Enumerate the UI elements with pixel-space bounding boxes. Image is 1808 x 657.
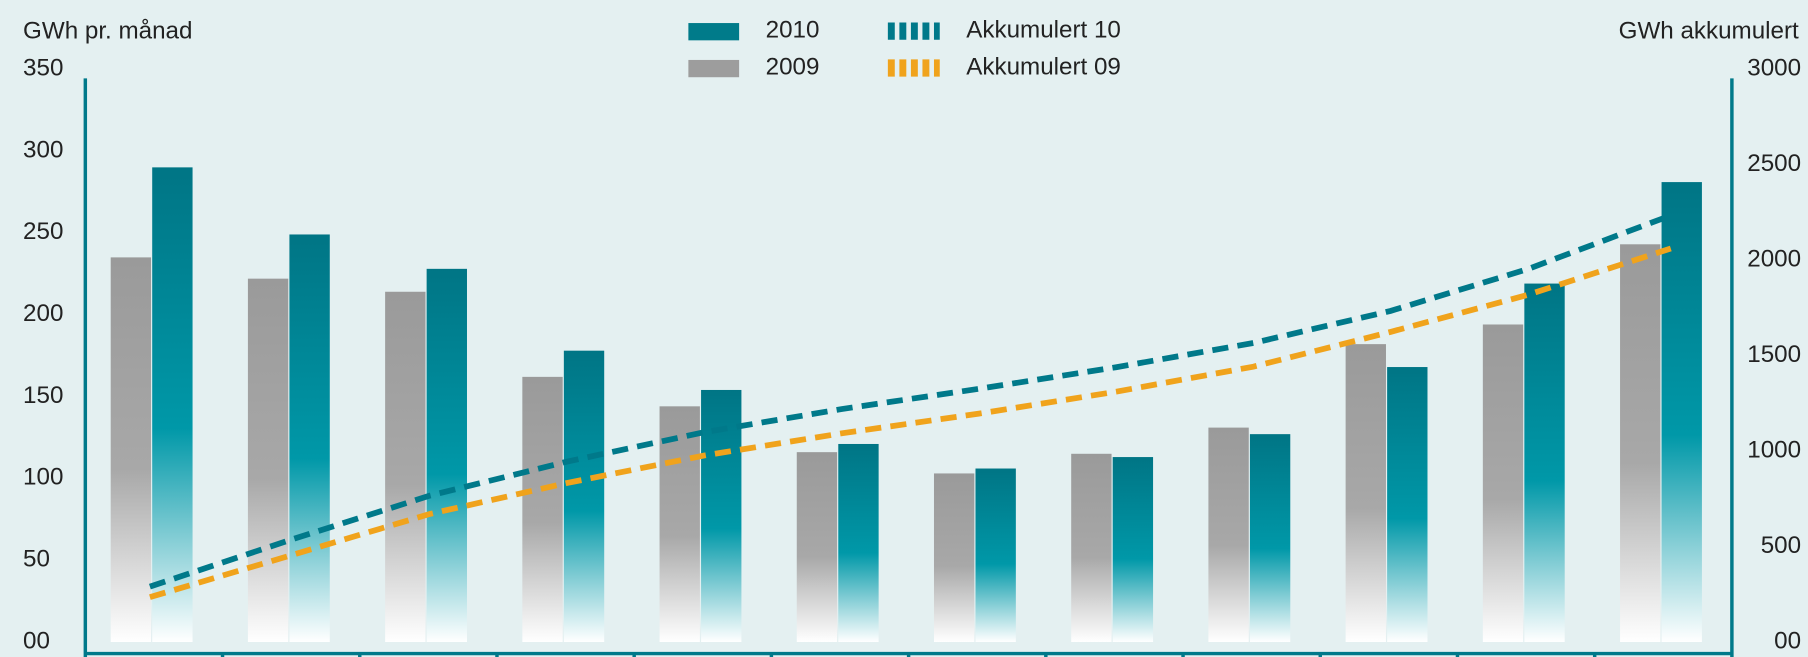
y-tick-label: 100 [23,464,63,491]
y2-tick-label: 2000 [1747,246,1801,273]
line [149,245,1672,600]
y-tick-label: 50 [23,546,50,573]
bar [1249,434,1291,643]
legend-swatch [688,59,740,78]
legend-label: 2009 [766,53,820,80]
bar [1620,244,1661,643]
legend-label: Akkumulert 09 [966,53,1121,80]
y-axis-label: GWh pr. månad [23,18,192,45]
bar [385,291,426,643]
bar [838,443,879,643]
legend-label: 2010 [766,17,820,44]
y2-axis-label: GWh akkumulert [1619,18,1799,45]
bar [1208,427,1249,643]
bar [110,257,152,643]
bar [659,406,700,643]
legend-label: Akkumulert 10 [966,17,1121,44]
bar [975,468,1016,643]
bar [563,350,605,643]
bar [1661,182,1702,643]
bar [522,376,563,643]
y2-tick-label: 1000 [1747,436,1801,463]
line [148,212,1672,590]
y-tick-label: 300 [23,136,63,163]
bar [1112,457,1154,643]
bar [1524,283,1565,643]
y2-tick-label: 500 [1761,532,1801,559]
y-tick-label: 350 [23,55,63,82]
bar [933,473,975,643]
y2-tick-label: 1500 [1747,341,1801,368]
bar [1482,324,1524,643]
y2-tick-label: 2500 [1747,150,1801,177]
bar [289,234,330,643]
y-tick-label: 00 [23,627,50,654]
bar [152,167,193,643]
bar [426,268,467,643]
legend-swatch [688,23,740,41]
y2-tick-label: 3000 [1747,55,1801,82]
y-tick-label: 200 [23,300,63,327]
bar [1387,367,1428,643]
y2-tick-label: 00 [1774,627,1801,654]
bar [1345,344,1386,643]
bar [247,278,289,643]
y-tick-label: 150 [23,382,63,409]
bar [1071,453,1112,643]
bar [796,452,838,643]
y-tick-label: 250 [23,218,63,245]
